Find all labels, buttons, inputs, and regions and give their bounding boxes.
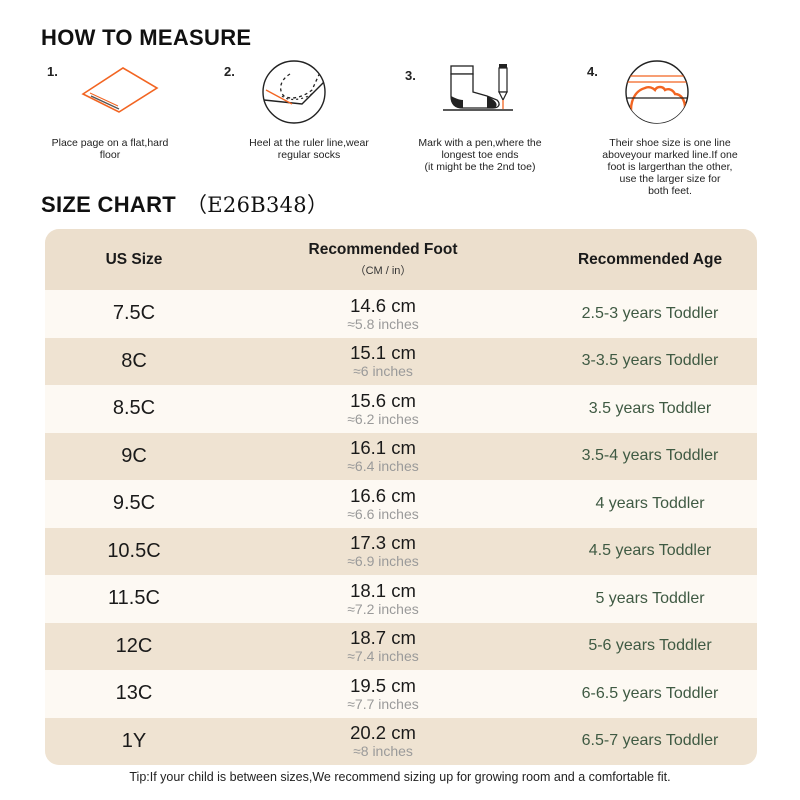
table-row: 9.5C 16.6 cm ≈6.6 inches 4 years Toddler: [45, 480, 757, 528]
foot-length-inches: ≈5.8 inches: [347, 315, 419, 332]
foot-length-cm: 18.1 cm: [350, 579, 416, 601]
recommended-age-cell: 4 years Toddler: [595, 494, 705, 512]
us-size-cell: 8.5C: [112, 397, 156, 420]
us-size-cell: 8C: [121, 349, 147, 372]
foot-length-inches: ≈6.9 inches: [347, 553, 419, 570]
step-caption: Place page on a flat,hard floor: [51, 137, 169, 161]
recommended-age-cell: 3.5-4 years Toddler: [581, 447, 719, 465]
step-caption: Mark with a pen,where the longest toe en…: [418, 137, 542, 173]
step-caption: Their shoe size is one line aboveyour ma…: [602, 137, 738, 197]
step-number: 3.: [405, 68, 416, 83]
foot-length-cell: 17.3 cm ≈6.9 inches: [223, 528, 543, 576]
table-row: 8C 15.1 cm ≈6 inches 3-3.5 years Toddler: [45, 337, 757, 386]
product-code: （E26B348）: [186, 193, 329, 217]
foot-length-cm: 18.7 cm: [350, 627, 416, 649]
us-size-cell: 13C: [115, 682, 153, 705]
foot-length-inches: ≈6.4 inches: [347, 458, 419, 475]
us-size-cell: 11.5C: [108, 587, 160, 610]
paper-icon: [79, 60, 159, 124]
toe-line-icon: [625, 60, 695, 124]
foot-length-inches: ≈6.6 inches: [347, 505, 419, 522]
table-header: US Size Recommended Foot （CM / in） Recom…: [45, 229, 757, 290]
column-header-foot-label: Recommended Foot: [308, 241, 458, 258]
us-size-cell: 10.5C: [107, 539, 161, 562]
step-number: 4.: [587, 64, 598, 79]
table-row: 12C 18.7 cm ≈7.4 inches 5-6 years Toddler: [45, 622, 757, 671]
foot-length-cm: 14.6 cm: [350, 294, 416, 316]
recommended-age-cell: 4.5 years Toddler: [588, 542, 712, 560]
foot-length-cm: 15.1 cm: [350, 342, 416, 364]
column-header-us-size: US Size: [105, 250, 163, 268]
recommended-age-cell: 5-6 years Toddler: [588, 637, 712, 655]
foot-length-inches: ≈7.4 inches: [347, 648, 419, 665]
recommended-age-cell: 3-3.5 years Toddler: [581, 352, 719, 370]
column-header-foot-units: （CM / in）: [354, 265, 412, 277]
foot-length-cell: 16.6 cm ≈6.6 inches: [223, 480, 543, 528]
table-row: 1Y 20.2 cm ≈8 inches 6.5-7 years Toddler: [45, 717, 757, 766]
foot-length-cell: 18.1 cm ≈7.2 inches: [223, 575, 543, 623]
table-row: 9C 16.1 cm ≈6.4 inches 3.5-4 years Toddler: [45, 432, 757, 481]
step-number: 1.: [47, 64, 58, 79]
foot-length-cm: 17.3 cm: [350, 532, 416, 554]
sizing-tip: Tip:If your child is between sizes,We re…: [129, 770, 671, 784]
foot-length-cell: 15.6 cm ≈6.2 inches: [223, 385, 543, 433]
us-size-cell: 1Y: [121, 729, 147, 752]
us-size-cell: 9.5C: [112, 492, 156, 515]
table-row: 13C 19.5 cm ≈7.7 inches 6-6.5 years Toddler: [45, 670, 757, 718]
recommended-age-cell: 2.5-3 years Toddler: [581, 304, 719, 322]
step-number: 2.: [224, 64, 235, 79]
heel-ruler-icon: [262, 60, 332, 124]
size-table: US Size Recommended Foot （CM / in） Recom…: [45, 229, 757, 765]
column-header-age: Recommended Age: [577, 250, 723, 268]
size-chart-title: SIZE CHART （E26B348）: [41, 189, 328, 219]
us-size-cell: 7.5C: [112, 302, 156, 325]
size-chart-heading: SIZE CHART: [41, 192, 176, 217]
foot-length-inches: ≈6 inches: [353, 363, 413, 380]
table-row: 11.5C 18.1 cm ≈7.2 inches 5 years Toddler: [45, 575, 757, 623]
recommended-age-cell: 5 years Toddler: [595, 589, 705, 607]
table-row: 7.5C 14.6 cm ≈5.8 inches 2.5-3 years Toddle…: [45, 290, 757, 338]
foot-length-cell: 15.1 cm ≈6 inches: [223, 338, 543, 386]
foot-length-cell: 16.1 cm ≈6.4 inches: [223, 433, 543, 481]
sock-pen-icon: [437, 60, 513, 124]
recommended-age-cell: 6.5-7 years Toddler: [581, 732, 719, 750]
foot-length-cell: 19.5 cm ≈7.7 inches: [223, 670, 543, 718]
table-body: 7.5C 14.6 cm ≈5.8 inches 2.5-3 years Toddle…: [45, 290, 757, 765]
foot-length-cell: 20.2 cm ≈8 inches: [223, 718, 543, 766]
foot-length-cm: 19.5 cm: [350, 674, 416, 696]
table-row: 10.5C 17.3 cm ≈6.9 inches 4.5 years Toddler: [45, 527, 757, 576]
step-caption: Heel at the ruler line,wear regular sock…: [249, 137, 369, 161]
table-row: 8.5C 15.6 cm ≈6.2 inches 3.5 years Toddler: [45, 385, 757, 433]
foot-length-inches: ≈7.7 inches: [347, 695, 419, 712]
recommended-age-cell: 3.5 years Toddler: [588, 399, 712, 417]
foot-length-cell: 14.6 cm ≈5.8 inches: [223, 290, 543, 338]
foot-length-cm: 15.6 cm: [350, 389, 416, 411]
how-to-measure-title: HOW TO MEASURE: [41, 25, 252, 50]
foot-length-cell: 18.7 cm ≈7.4 inches: [223, 623, 543, 671]
column-header-foot: Recommended Foot （CM / in）: [223, 229, 543, 290]
foot-length-inches: ≈7.2 inches: [347, 600, 419, 617]
recommended-age-cell: 6-6.5 years Toddler: [581, 684, 719, 702]
us-size-cell: 12C: [115, 634, 153, 657]
foot-length-inches: ≈6.2 inches: [347, 410, 419, 427]
foot-length-cm: 16.1 cm: [350, 437, 416, 459]
foot-length-inches: ≈8 inches: [353, 743, 413, 760]
us-size-cell: 9C: [121, 444, 147, 467]
foot-length-cm: 20.2 cm: [350, 722, 416, 744]
foot-length-cm: 16.6 cm: [350, 484, 416, 506]
